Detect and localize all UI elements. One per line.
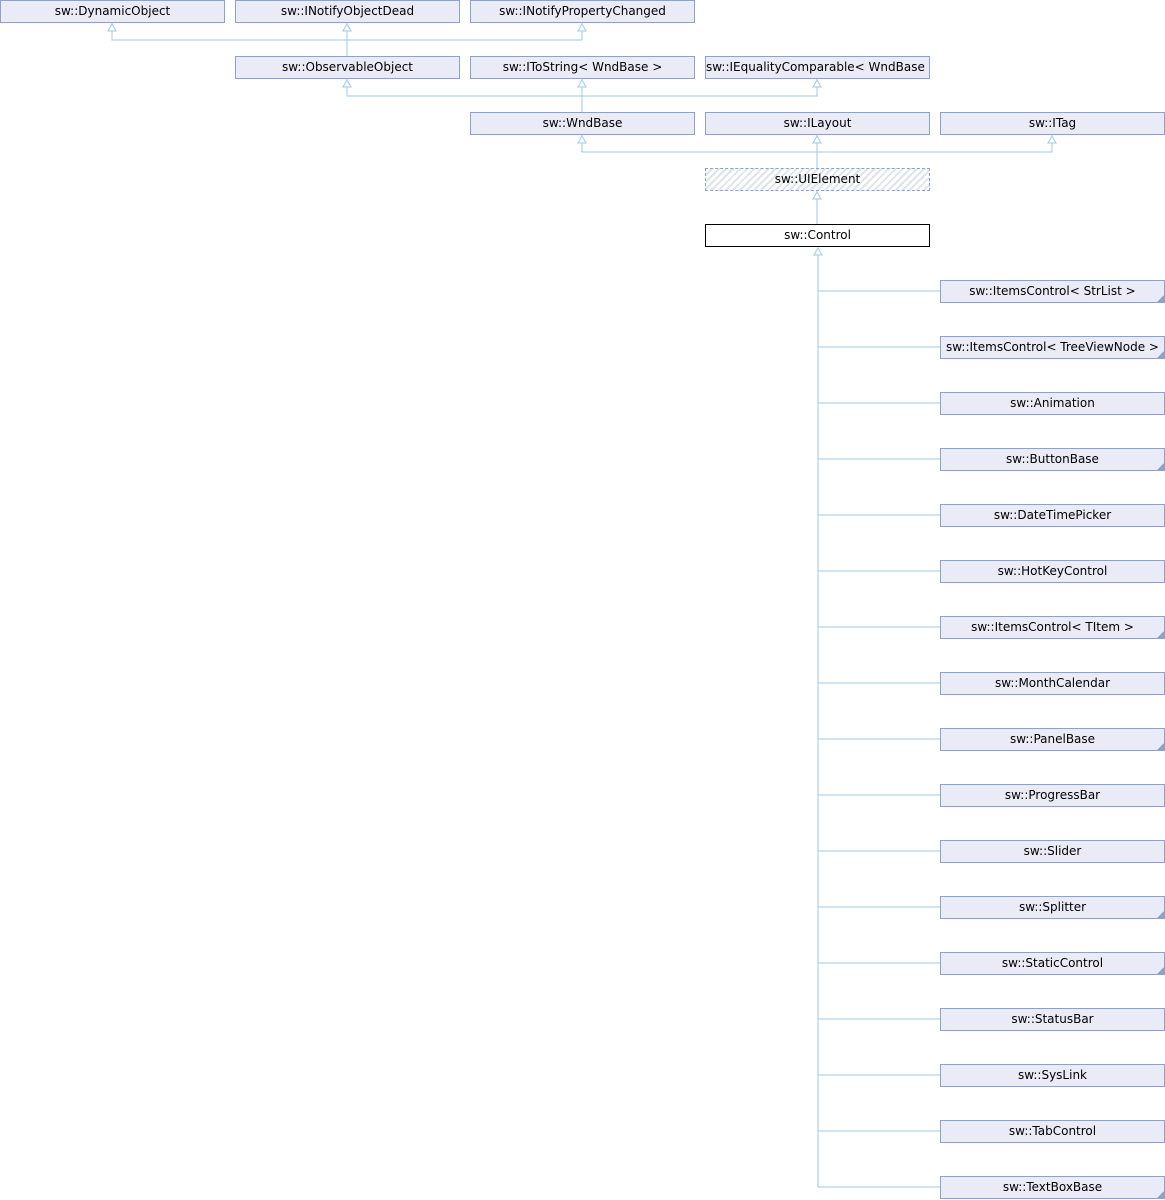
arrow-head bbox=[812, 134, 822, 144]
node-derived-class[interactable]: sw::HotKeyControl bbox=[940, 560, 1165, 583]
arrow-head bbox=[342, 22, 352, 32]
arrow-head bbox=[812, 78, 822, 88]
node-itag[interactable]: sw::ITag bbox=[940, 112, 1165, 135]
edge-wndbase-to-observable bbox=[346, 79, 583, 112]
node-derived-class[interactable]: sw::ProgressBar bbox=[940, 784, 1165, 807]
node-inotify-property-changed[interactable]: sw::INotifyPropertyChanged bbox=[470, 0, 695, 23]
edge-wndbase-to-iequality bbox=[582, 79, 818, 97]
arrow-head bbox=[813, 246, 823, 256]
node-derived-class[interactable]: sw::SysLink bbox=[940, 1064, 1165, 1087]
node-observable-object[interactable]: sw::ObservableObject bbox=[235, 56, 460, 79]
node-inotify-object-dead[interactable]: sw::INotifyObjectDead bbox=[235, 0, 460, 23]
node-derived-class[interactable]: sw::TextBoxBase bbox=[940, 1176, 1165, 1199]
edge-uielement-to-wndbase bbox=[581, 135, 818, 168]
node-derived-class[interactable]: sw::StaticControl bbox=[940, 952, 1165, 975]
edge-observable-to-dynamic bbox=[111, 23, 348, 56]
arrow-head bbox=[577, 78, 587, 88]
arrow-head bbox=[812, 190, 822, 200]
arrow-head bbox=[577, 22, 587, 32]
node-derived-class[interactable]: sw::MonthCalendar bbox=[940, 672, 1165, 695]
node-derived-class[interactable]: sw::Slider bbox=[940, 840, 1165, 863]
arrow-head bbox=[342, 78, 352, 88]
node-ilayout[interactable]: sw::ILayout bbox=[705, 112, 930, 135]
node-iequality-comparable[interactable]: sw::IEqualityComparable< WndBase > bbox=[705, 56, 930, 79]
node-derived-class[interactable]: sw::DateTimePicker bbox=[940, 504, 1165, 527]
node-derived-class[interactable]: sw::ButtonBase bbox=[940, 448, 1165, 471]
node-derived-class[interactable]: sw::TabControl bbox=[940, 1120, 1165, 1143]
node-control: sw::Control bbox=[705, 224, 930, 247]
node-derived-class[interactable]: sw::Splitter bbox=[940, 896, 1165, 919]
node-derived-class[interactable]: sw::StatusBar bbox=[940, 1008, 1165, 1031]
arrow-head bbox=[1047, 134, 1057, 144]
arrow-head bbox=[577, 134, 587, 144]
node-derived-class[interactable]: sw::ItemsControl< TItem > bbox=[940, 616, 1165, 639]
node-itostring[interactable]: sw::IToString< WndBase > bbox=[470, 56, 695, 79]
node-wnd-base[interactable]: sw::WndBase bbox=[470, 112, 695, 135]
edge-observable-to-propertychanged bbox=[347, 23, 583, 41]
node-dynamic-object[interactable]: sw::DynamicObject bbox=[0, 0, 225, 23]
edge-uielement-to-itag bbox=[817, 135, 1053, 153]
node-ui-element[interactable]: sw::UIElement bbox=[705, 168, 930, 191]
node-derived-class[interactable]: sw::ItemsControl< TreeViewNode > bbox=[940, 336, 1165, 359]
node-derived-class[interactable]: sw::PanelBase bbox=[940, 728, 1165, 751]
node-derived-class[interactable]: sw::Animation bbox=[940, 392, 1165, 415]
node-derived-class[interactable]: sw::ItemsControl< StrList > bbox=[940, 280, 1165, 303]
arrow-head bbox=[107, 22, 117, 32]
